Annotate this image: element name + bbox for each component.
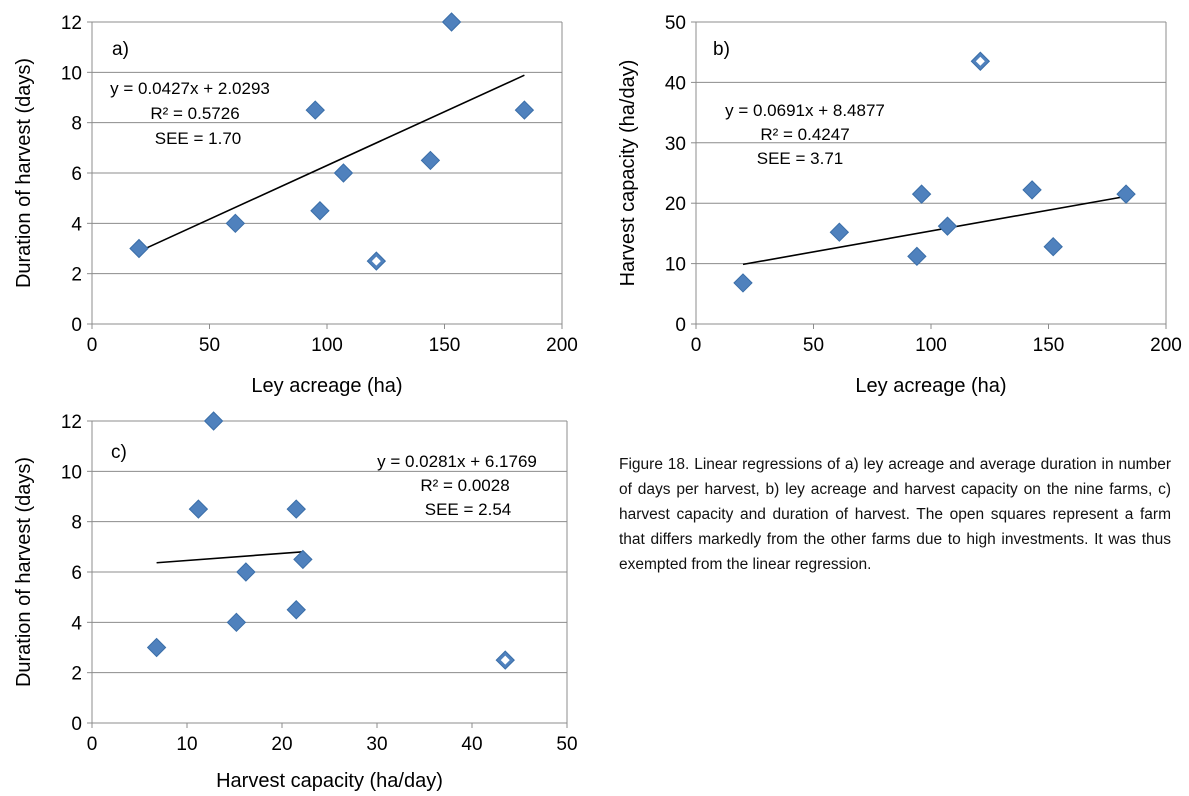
chart-panel-c: 0 10 20 30 40 50 0 2 4 6 8 10 12 Harvest capacity (ha… <box>13 411 578 792</box>
regression-line <box>742 195 1127 266</box>
regression-annotation: SEE = 1.70 <box>155 129 241 148</box>
data-point <box>937 216 958 236</box>
figure-caption: Figure 18. Linear regressions of a) ley … <box>619 456 1171 573</box>
y-tick-label: 4 <box>71 613 82 634</box>
data-point <box>310 201 330 221</box>
data-point <box>911 184 932 204</box>
data-point <box>420 150 441 171</box>
y-tick-label: 12 <box>61 13 82 34</box>
x-tick-label: 200 <box>1150 335 1182 356</box>
panel-label: b) <box>713 39 730 60</box>
y-tick-label: 40 <box>665 73 686 94</box>
y-tick-label: 0 <box>71 315 82 336</box>
y-tick-label: 30 <box>665 134 686 155</box>
data-point <box>1043 236 1063 257</box>
x-tick-label: 200 <box>546 335 578 356</box>
data-point <box>293 549 313 570</box>
y-tick-label: 0 <box>675 315 686 336</box>
y-tick-label: 10 <box>61 462 82 483</box>
data-point <box>1116 184 1136 204</box>
x-tick-label: 30 <box>366 734 387 755</box>
data-point <box>286 499 306 519</box>
y-tick-label: 0 <box>71 714 82 735</box>
regression-line <box>156 551 303 564</box>
x-axis-title: Ley acreage (ha) <box>251 375 402 397</box>
panel-label: a) <box>112 39 129 60</box>
excluded-data-point-hollow <box>371 256 381 266</box>
data-point <box>129 238 149 259</box>
x-axis-title: Harvest capacity (ha/day) <box>216 770 443 792</box>
x-tick-label: 50 <box>556 734 577 755</box>
data-point <box>146 637 167 658</box>
data-point <box>907 246 927 267</box>
regression-annotation: R² = 0.0028 <box>420 476 509 495</box>
regression-annotation: y = 0.0427x + 2.0293 <box>110 79 270 98</box>
data-point <box>514 100 535 120</box>
chart-panel-b: 0 50 100 150 200 0 10 20 30 40 50 Ley acreage (ha) H… <box>617 13 1182 397</box>
x-tick-label: 100 <box>915 335 947 356</box>
y-axis-title: Harvest capacity (ha/day) <box>617 60 639 287</box>
y-tick-label: 8 <box>71 513 82 534</box>
y-tick-label: 10 <box>665 255 686 276</box>
x-tick-label: 100 <box>311 335 343 356</box>
y-tick-label: 4 <box>71 214 82 235</box>
y-tick-label: 6 <box>71 164 82 185</box>
data-point <box>441 12 462 32</box>
y-tick-label: 10 <box>61 63 82 84</box>
data-point <box>286 600 306 620</box>
x-tick-label: 0 <box>87 335 98 356</box>
data-point <box>226 612 247 633</box>
y-axis-title: Duration of harvest (days) <box>13 58 35 288</box>
x-tick-label: 0 <box>691 335 702 356</box>
y-tick-label: 2 <box>71 664 82 685</box>
y-tick-label: 6 <box>71 563 82 584</box>
y-tick-label: 12 <box>61 412 82 433</box>
chart-panel-a: 0 50 100 150 200 0 2 4 6 8 10 12 Ley acreage (ha) Dur… <box>13 12 578 397</box>
regression-annotation: R² = 0.5726 <box>150 104 239 123</box>
data-point <box>1022 180 1042 200</box>
panel-label: c) <box>111 442 127 463</box>
data-point <box>188 499 209 519</box>
data-point <box>333 163 354 183</box>
excluded-data-point-hollow <box>975 56 985 66</box>
data-point <box>225 213 246 234</box>
regression-line <box>138 74 525 253</box>
y-tick-label: 8 <box>71 114 82 135</box>
x-tick-label: 150 <box>429 335 461 356</box>
x-tick-label: 10 <box>176 734 197 755</box>
regression-annotation: y = 0.0281x + 6.1769 <box>377 452 537 471</box>
data-point <box>829 222 850 242</box>
y-axis-title: Duration of harvest (days) <box>13 457 35 687</box>
x-tick-label: 50 <box>199 335 220 356</box>
regression-annotation: SEE = 3.71 <box>757 149 843 168</box>
y-tick-label: 50 <box>665 13 686 34</box>
x-axis-title: Ley acreage (ha) <box>855 375 1006 397</box>
x-tick-label: 0 <box>87 734 98 755</box>
y-tick-label: 2 <box>71 265 82 286</box>
x-tick-label: 20 <box>271 734 292 755</box>
x-tick-label: 50 <box>803 335 824 356</box>
regression-annotation: y = 0.0691x + 8.4877 <box>725 101 885 120</box>
excluded-data-point-hollow <box>500 655 510 665</box>
data-point <box>236 562 256 582</box>
x-tick-label: 150 <box>1033 335 1065 356</box>
data-point <box>203 411 224 431</box>
data-point <box>305 100 325 120</box>
regression-annotation: R² = 0.4247 <box>760 125 849 144</box>
y-tick-label: 20 <box>665 194 686 215</box>
data-point <box>733 273 753 293</box>
regression-annotation: SEE = 2.54 <box>425 500 511 519</box>
x-tick-label: 40 <box>461 734 482 755</box>
